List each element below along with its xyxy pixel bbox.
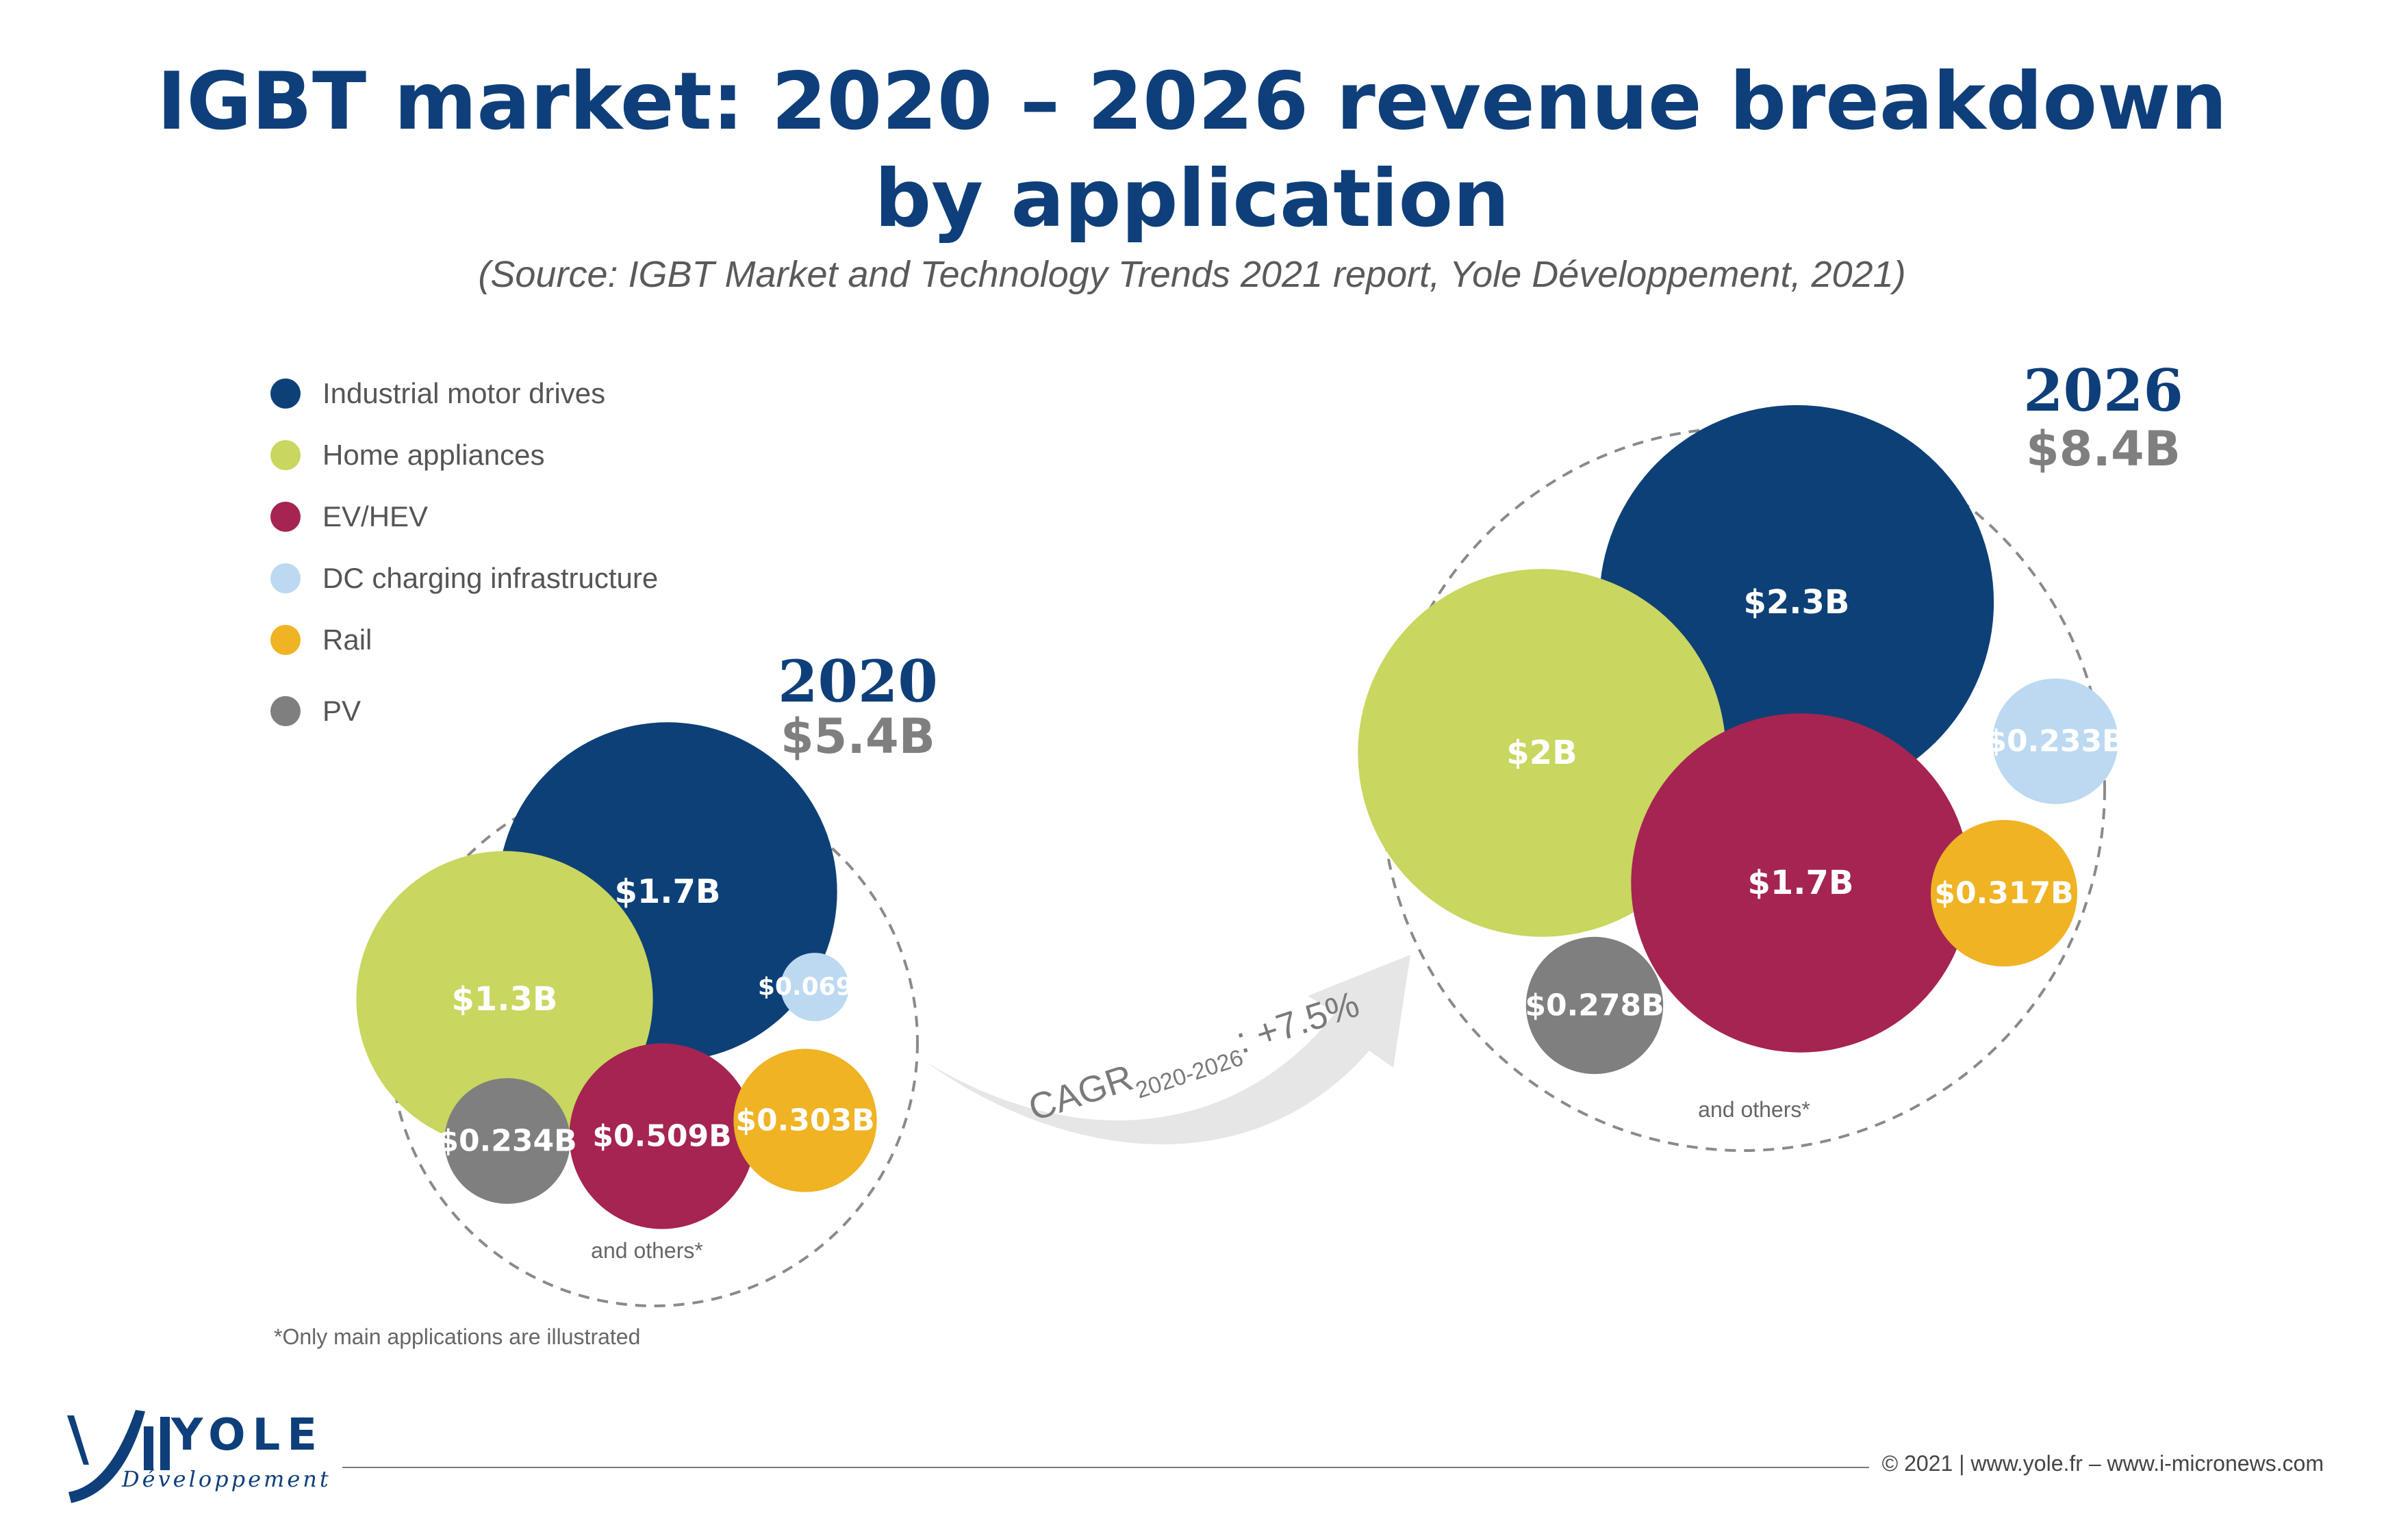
logo-word: YOLE: [171, 1410, 324, 1461]
bubble-label-2020-4: $0.303B: [735, 1103, 874, 1138]
legend-label-pv: PV: [322, 695, 362, 727]
bubble-label-2026-3: $0.233B: [1986, 724, 2125, 759]
bubble-label-2026-4: $0.317B: [1934, 876, 2073, 911]
bubble-2026-3: [1992, 678, 2118, 804]
cagr-sub: 2020-2026: [1132, 1044, 1246, 1103]
year-label-2020: 2020: [778, 647, 938, 715]
legend-label-ev: EV/HEV: [322, 500, 429, 532]
bubble-label-2020-3: $0.069B: [758, 973, 872, 1001]
legend-item-industrial: Industrial motor drives: [270, 363, 658, 424]
bubble-label-2020-5: $0.234B: [438, 1124, 576, 1159]
cagr-arrow-shape: [924, 955, 1410, 1144]
yole-logo-mark-icon: [67, 1410, 170, 1503]
bubble-2026-2: [1631, 713, 1970, 1053]
title-line-2: by application: [874, 153, 1510, 245]
legend: Industrial motor drives Home appliances …: [270, 363, 658, 742]
legend-label-home: Home appliances: [322, 439, 545, 471]
legend-item-home: Home appliances: [270, 424, 658, 486]
bubble-2026-4: [1931, 820, 2077, 966]
legend-item-dc: DC charging infrastructure: [270, 548, 658, 609]
total-label-2026: $8.4B: [2026, 421, 2181, 477]
legend-label-industrial: Industrial motor drives: [322, 377, 606, 409]
others-note-2026: and others*: [1698, 1097, 1810, 1122]
bubble-2020-5: [444, 1078, 570, 1204]
footer-divider: [342, 1467, 1869, 1468]
bubble-2020-1: [356, 851, 653, 1148]
legend-dot-ev: [270, 502, 301, 532]
bubble-2020-3: [781, 953, 849, 1021]
bubble-2020-4: [733, 1049, 877, 1192]
others-note-2020: and others*: [591, 1238, 703, 1263]
bubble-label-2020-0: $1.7B: [614, 873, 720, 911]
legend-item-rail: Rail: [270, 609, 658, 671]
legend-item-pv: PV: [270, 680, 658, 742]
legend-item-ev: EV/HEV: [270, 486, 658, 548]
bubble-label-2020-1: $1.3B: [451, 980, 557, 1018]
legend-label-dc: DC charging infrastructure: [322, 562, 659, 594]
source-note: (Source: IGBT Market and Technology Tren…: [478, 254, 1906, 295]
legend-dot-dc: [270, 563, 301, 593]
bubble-group-2026: $2.3B $2B $1.7B $0.233B $0.317B $0.278B 2026$8…: [1358, 357, 2183, 1152]
legend-dot-pv: [270, 696, 301, 726]
chart-title: IGBT market: 2020 – 2026 revenue breakdo…: [0, 53, 2384, 248]
footnote: *Only main applications are illustrated: [274, 1324, 641, 1349]
bubble-label-2026-2: $1.7B: [1747, 864, 1853, 902]
bubble-label-2026-5: $0.278B: [1525, 988, 1664, 1023]
bubble-2026-5: [1525, 936, 1664, 1075]
cagr-arrow: CAGR2020-2026: +7.5%: [924, 955, 1410, 1144]
footer-copyright: © 2021 | www.yole.fr – www.i-micronews.c…: [1881, 1451, 2324, 1476]
title-line-1: IGBT market: 2020 – 2026 revenue breakdo…: [157, 55, 2227, 148]
total-label-2020: $5.4B: [781, 708, 935, 765]
legend-dot-home: [270, 440, 301, 470]
bubble-label-2026-0: $2.3B: [1743, 583, 1849, 621]
legend-dot-rail: [270, 625, 301, 655]
bubble-label-2020-2: $0.509B: [592, 1119, 731, 1154]
bubble-label-2026-1: $2B: [1506, 734, 1577, 772]
logo-sub: Développement: [122, 1466, 331, 1492]
legend-label-rail: Rail: [322, 624, 372, 656]
legend-dot-industrial: [270, 378, 301, 409]
yole-logo: YOLE Développement: [62, 1383, 349, 1519]
bubble-2026-1: [1358, 569, 1726, 937]
bubble-group-2020: $1.7B $1.3B $0.509B $0.069B $0.303B $0.234B 20…: [356, 647, 938, 1307]
year-label-2026: 2026: [2023, 357, 2183, 424]
bubble-2020-2: [569, 1043, 755, 1229]
bubble-groups: $1.7B $1.3B $0.509B $0.069B $0.303B $0.234B 20…: [356, 357, 2183, 1307]
